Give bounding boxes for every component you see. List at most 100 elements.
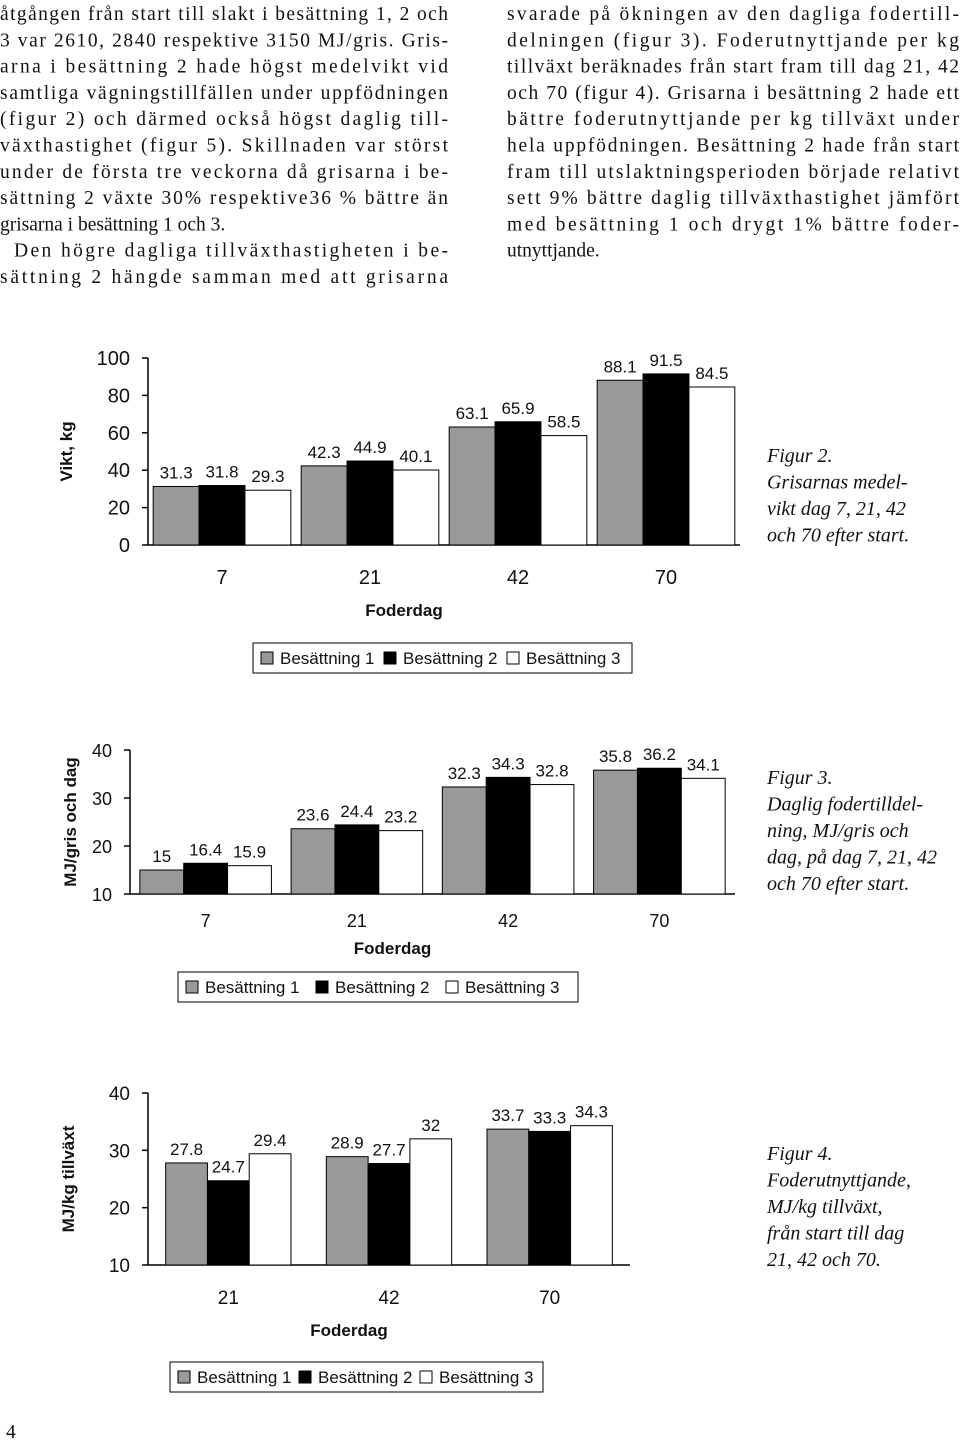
caption-line: 21, 42 och 70. <box>767 1249 881 1271</box>
legend-label: Besättning 1 <box>205 978 300 997</box>
caption-line: vikt dag 7, 21, 42 <box>767 498 906 520</box>
value-label: 32.8 <box>535 762 568 781</box>
bar <box>494 421 542 546</box>
bar <box>139 869 185 895</box>
value-label: 31.3 <box>160 463 193 482</box>
text-line: tillväxt beräknades från start fram till… <box>507 57 959 78</box>
value-label: 31.8 <box>205 463 238 482</box>
bar <box>448 426 496 546</box>
x-tick-label: 70 <box>655 567 677 589</box>
bar <box>636 767 682 895</box>
value-label: 34.3 <box>492 754 525 773</box>
text-line: sett 9% bättre daglig tillväxthastighet … <box>507 188 960 209</box>
legend-label: Besättning 3 <box>465 978 560 997</box>
y-tick-label: 20 <box>92 837 112 857</box>
caption-line: ning, MJ/gris och <box>767 820 909 842</box>
text-line: grisarna i besättning 1 och 3. <box>0 214 225 235</box>
value-label: 16.4 <box>189 840 222 859</box>
text-line: växthastighet (figur 5). Skillnaden var … <box>0 136 449 157</box>
bar <box>680 777 726 895</box>
bar <box>183 862 229 895</box>
bar <box>300 465 348 546</box>
bar <box>334 824 380 895</box>
x-tick-label: 42 <box>378 1288 399 1309</box>
bar <box>248 1153 292 1266</box>
bar <box>325 1156 369 1266</box>
value-label: 63.1 <box>456 404 489 423</box>
caption-line: Figur 3. <box>766 767 833 789</box>
bar <box>367 1163 411 1266</box>
text-line: under de första tre veckorna då grisarna… <box>0 162 448 183</box>
legend-box <box>169 1361 544 1393</box>
value-label: 23.6 <box>296 806 329 825</box>
bar <box>198 485 246 546</box>
caption-line: Grisarnas medel- <box>767 472 908 494</box>
caption-line: Daglig fodertilldel- <box>766 794 923 816</box>
value-label: 44.9 <box>353 438 386 457</box>
legend-label: Besättning 1 <box>197 1368 292 1387</box>
text-line: Den högre dagliga tillväxthastigheten i … <box>14 241 448 262</box>
text-line: med besättning 1 och drygt 1% bättre fod… <box>507 214 959 235</box>
bar <box>165 1162 208 1266</box>
value-label: 23.2 <box>384 808 417 827</box>
x-axis-label: Foderdag <box>365 601 442 620</box>
x-tick-label: 70 <box>649 911 669 931</box>
value-label: 29.4 <box>254 1131 287 1150</box>
legend-swatch <box>506 651 520 665</box>
value-label: 33.7 <box>491 1106 524 1125</box>
legend-label: Besättning 3 <box>526 649 621 668</box>
value-label: 91.5 <box>649 351 682 370</box>
y-tick-label: 40 <box>108 460 130 482</box>
y-tick-label: 0 <box>119 535 130 557</box>
x-tick-label: 42 <box>507 567 529 589</box>
y-tick-label: 20 <box>108 498 130 520</box>
y-tick-label: 10 <box>92 885 112 905</box>
y-tick-label: 20 <box>109 1199 130 1220</box>
text-line: arna i besättning 2 hade högst medelvikt… <box>0 57 448 78</box>
bar <box>441 786 487 895</box>
value-label: 65.9 <box>501 399 534 418</box>
x-axis-label: Foderdag <box>354 939 431 958</box>
y-tick-label: 10 <box>109 1256 130 1277</box>
y-tick-label: 40 <box>109 1084 130 1105</box>
value-label: 15 <box>152 847 171 866</box>
text-line: sättning 2 växte 30% respektive36 % bätt… <box>0 188 448 209</box>
y-axis-label: Vikt, kg <box>57 421 76 481</box>
bar <box>486 1128 530 1266</box>
y-tick-label: 100 <box>97 348 130 370</box>
bar <box>290 828 336 895</box>
text-line: sättning 2 hängde samman med att grisarn… <box>0 267 448 288</box>
bar <box>244 489 292 546</box>
caption-line: MJ/kg tillväxt, <box>766 1196 883 1218</box>
bar <box>152 485 200 546</box>
y-tick-label: 60 <box>108 423 130 445</box>
bar <box>409 1138 453 1266</box>
legend-swatch <box>298 1370 312 1384</box>
text-line: 3 var 2610, 2840 respektive 3150 MJ/gris… <box>0 30 448 51</box>
value-label: 33.3 <box>533 1108 566 1127</box>
bar <box>485 776 531 895</box>
text-line: fram till utslaktningsperioden började r… <box>507 162 960 183</box>
x-tick-label: 70 <box>539 1288 560 1309</box>
caption-line: Figur 2. <box>766 445 833 467</box>
value-label: 28.9 <box>331 1134 364 1153</box>
value-label: 24.7 <box>212 1158 245 1177</box>
caption-line: dag, på dag 7, 21, 42 <box>767 847 937 869</box>
value-label: 32.3 <box>448 764 481 783</box>
y-tick-label: 30 <box>109 1141 130 1162</box>
legend-label: Besättning 2 <box>335 978 430 997</box>
bar <box>528 1130 572 1266</box>
bar <box>596 379 644 546</box>
x-tick-label: 21 <box>218 1288 239 1309</box>
bar <box>346 460 394 546</box>
legend-swatch <box>419 1370 433 1384</box>
text-line: svarade på ökningen av den dagliga foder… <box>507 4 959 25</box>
bar <box>378 830 424 895</box>
bar <box>642 373 690 546</box>
text-line: bättre foderutnyttjande per kg tillväxt … <box>507 109 960 130</box>
bar <box>392 469 440 546</box>
value-label: 84.5 <box>695 364 728 383</box>
legend-label: Besättning 2 <box>403 649 498 668</box>
x-tick-label: 42 <box>498 911 518 931</box>
